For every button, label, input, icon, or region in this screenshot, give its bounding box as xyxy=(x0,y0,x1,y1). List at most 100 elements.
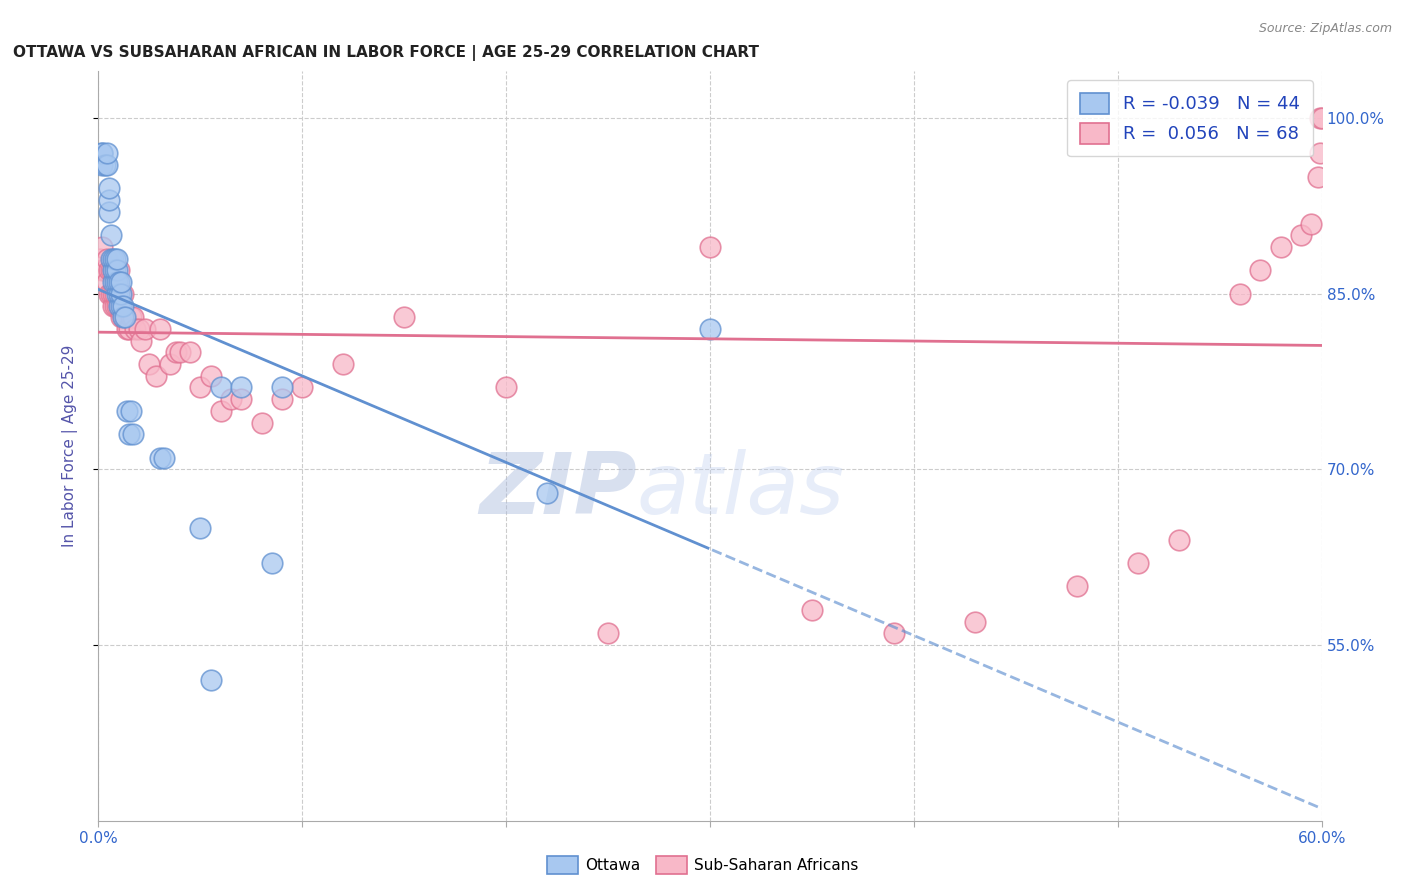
Point xyxy=(188,521,212,535)
Text: Source: ZipAtlas.com: Source: ZipAtlas.com xyxy=(1258,22,1392,36)
Point xyxy=(291,380,314,394)
Point xyxy=(89,252,111,266)
Point xyxy=(495,380,517,394)
Point xyxy=(145,368,167,383)
Point xyxy=(97,181,120,195)
Point xyxy=(200,673,222,687)
Point xyxy=(598,626,620,640)
Point xyxy=(883,626,905,640)
Point xyxy=(1301,217,1323,231)
Point xyxy=(108,275,131,289)
Point xyxy=(209,404,232,418)
Point xyxy=(100,286,122,301)
Point xyxy=(93,158,115,172)
Point xyxy=(122,427,145,442)
Point xyxy=(101,275,124,289)
Point xyxy=(96,252,118,266)
Point xyxy=(1270,240,1292,254)
Point xyxy=(270,392,294,407)
Point xyxy=(138,357,160,371)
Point xyxy=(1249,263,1271,277)
Point xyxy=(1229,286,1251,301)
Point xyxy=(104,263,127,277)
Point xyxy=(231,392,253,407)
Point xyxy=(97,286,120,301)
Point xyxy=(209,380,232,394)
Point xyxy=(188,380,212,394)
Point xyxy=(97,204,120,219)
Point xyxy=(110,310,132,325)
Legend: Ottawa, Sub-Saharan Africans: Ottawa, Sub-Saharan Africans xyxy=(541,850,865,880)
Point xyxy=(699,240,721,254)
Point xyxy=(165,345,187,359)
Point xyxy=(169,345,191,359)
Point xyxy=(149,322,172,336)
Point xyxy=(149,450,172,465)
Point xyxy=(111,310,134,325)
Point xyxy=(101,286,124,301)
Point xyxy=(1066,580,1088,594)
Point xyxy=(134,322,156,336)
Text: atlas: atlas xyxy=(637,450,845,533)
Point xyxy=(129,334,152,348)
Point xyxy=(118,322,141,336)
Point xyxy=(105,263,128,277)
Point xyxy=(536,485,558,500)
Point xyxy=(250,416,273,430)
Point xyxy=(115,322,138,336)
Point xyxy=(105,298,128,313)
Point xyxy=(110,298,132,313)
Y-axis label: In Labor Force | Age 25-29: In Labor Force | Age 25-29 xyxy=(62,345,77,547)
Point xyxy=(105,286,128,301)
Point xyxy=(111,310,134,325)
Point xyxy=(699,322,721,336)
Point xyxy=(219,392,242,407)
Point xyxy=(120,404,142,418)
Point xyxy=(97,193,120,207)
Legend: R = -0.039   N = 44, R =  0.056   N = 68: R = -0.039 N = 44, R = 0.056 N = 68 xyxy=(1067,80,1313,156)
Point xyxy=(105,252,128,266)
Text: OTTAWA VS SUBSAHARAN AFRICAN IN LABOR FORCE | AGE 25-29 CORRELATION CHART: OTTAWA VS SUBSAHARAN AFRICAN IN LABOR FO… xyxy=(13,45,759,62)
Point xyxy=(270,380,294,394)
Point xyxy=(91,263,114,277)
Point xyxy=(105,275,128,289)
Point xyxy=(122,310,145,325)
Point xyxy=(105,275,128,289)
Point xyxy=(100,252,122,266)
Point xyxy=(200,368,222,383)
Point xyxy=(392,310,416,325)
Point xyxy=(1291,228,1313,243)
Point xyxy=(91,146,114,161)
Point xyxy=(91,158,114,172)
Point xyxy=(111,298,134,313)
Point xyxy=(104,298,127,313)
Point xyxy=(260,556,283,570)
Point xyxy=(108,298,131,313)
Point xyxy=(91,240,114,254)
Point xyxy=(96,158,118,172)
Point xyxy=(1309,111,1331,125)
Point xyxy=(108,298,131,313)
Point xyxy=(128,322,150,336)
Point xyxy=(93,263,115,277)
Point xyxy=(118,427,141,442)
Point xyxy=(1128,556,1150,570)
Point xyxy=(801,603,824,617)
Point xyxy=(110,286,132,301)
Point xyxy=(100,228,122,243)
Point xyxy=(179,345,201,359)
Point xyxy=(115,404,138,418)
Point xyxy=(120,310,142,325)
Point xyxy=(96,275,118,289)
Point xyxy=(332,357,354,371)
Point xyxy=(110,286,132,301)
Point xyxy=(104,286,127,301)
Point xyxy=(108,286,131,301)
Point xyxy=(152,450,174,465)
Point xyxy=(231,380,253,394)
Point xyxy=(97,263,120,277)
Point xyxy=(101,263,124,277)
Point xyxy=(108,286,131,301)
Point xyxy=(108,263,131,277)
Point xyxy=(965,615,987,629)
